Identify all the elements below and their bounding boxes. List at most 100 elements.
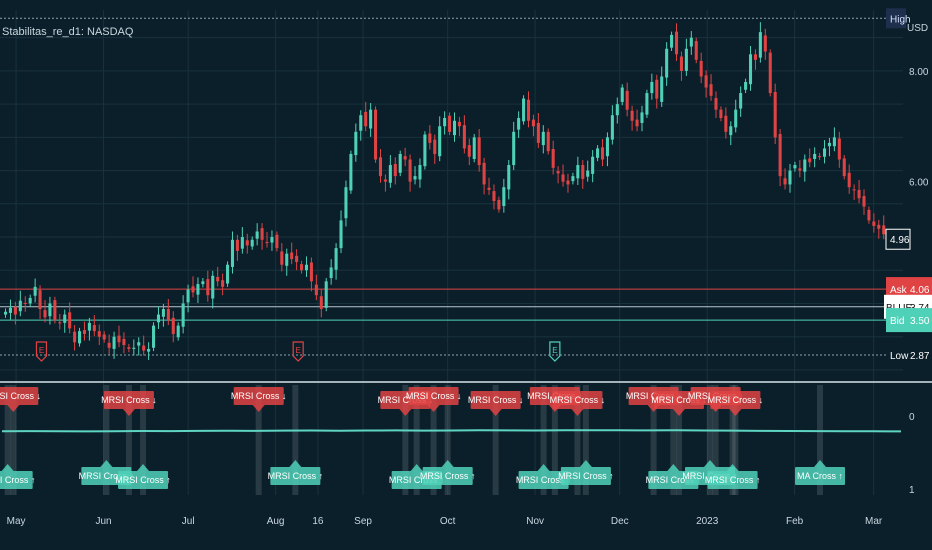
candle-body	[586, 170, 590, 177]
candle-body	[339, 220, 343, 249]
oscillator-line	[1, 429, 902, 433]
candle-body	[615, 104, 619, 116]
time-tick-label: Sep	[354, 516, 372, 527]
candle-body	[507, 165, 511, 190]
bear-signal-label: MRSI Cross ↓	[101, 395, 157, 405]
oscillator-tick-label: 0	[909, 412, 915, 423]
bear-signal-label: MRSI Cross ↓	[406, 391, 462, 401]
candle-body	[78, 331, 82, 344]
candle-body	[596, 148, 600, 158]
earnings-marker-icon[interactable]	[549, 341, 561, 362]
candle-body	[270, 237, 274, 243]
bull-signal-pointer	[814, 460, 827, 467]
candle-body	[314, 284, 318, 296]
low-label: Low	[890, 351, 909, 362]
low-price-label: 2.87	[910, 351, 930, 362]
signal-band	[103, 385, 110, 495]
candle-body	[818, 156, 822, 158]
bull-signal-label: MA Cross ↑	[797, 471, 843, 481]
candle-body	[48, 303, 52, 317]
candle-body	[457, 121, 461, 127]
candle-body	[477, 137, 481, 166]
time-tick-label: Jun	[95, 516, 111, 527]
candle-body	[487, 187, 491, 190]
candle-body	[739, 93, 743, 109]
bull-signal-pointer	[137, 464, 150, 471]
symbol-title[interactable]: Stabilitas_re_d1: NASDAQ	[2, 26, 134, 38]
candle-body	[788, 170, 792, 185]
bull-signal-bg	[560, 467, 611, 485]
signal-band	[430, 385, 437, 495]
candle-body	[240, 237, 244, 249]
candle-body	[502, 187, 506, 207]
candle-body	[842, 158, 846, 177]
bear-signal-pointer	[427, 405, 440, 412]
signal-band	[292, 385, 299, 495]
candle-body	[374, 109, 378, 160]
candle-body	[304, 264, 309, 271]
bear-signal-pointer	[399, 409, 412, 416]
candle-body	[13, 306, 17, 315]
time-tick-label: 16	[312, 516, 324, 527]
earnings-marker-icon[interactable]	[292, 341, 304, 362]
candle-body	[576, 165, 580, 179]
signal-band	[675, 385, 682, 495]
candle-body	[393, 163, 397, 177]
candle-body	[847, 172, 851, 188]
candle-body	[260, 228, 264, 240]
candle-body	[92, 325, 96, 332]
candle-body	[230, 239, 235, 267]
candle-body	[699, 60, 703, 77]
candle-body	[768, 52, 772, 94]
candle-body	[541, 131, 545, 146]
candlestick-series	[4, 22, 896, 360]
candle-body	[467, 145, 471, 157]
candle-body	[196, 284, 200, 295]
candle-body	[571, 176, 575, 182]
candle-body	[408, 159, 412, 182]
signal-band	[10, 385, 17, 495]
time-tick-label: 2023	[696, 516, 719, 527]
price-tick-label: 6.00	[909, 178, 929, 189]
candle-body	[438, 126, 442, 157]
candle-body	[734, 109, 738, 128]
candle-body	[778, 134, 782, 177]
price-tick-label: 8.00	[909, 67, 929, 78]
candle-body	[526, 99, 531, 121]
candle-body	[186, 289, 190, 303]
bear-signal-label: MRSI Cross ↓	[626, 391, 682, 401]
signal-band	[712, 385, 719, 495]
time-axis[interactable]: May Jun Jul Aug 16 Sep Oct Nov Dec 2023 Feb Mar	[7, 516, 883, 527]
low-label-bg	[886, 346, 932, 361]
bull-signal-label: MRSI Cross ↑	[705, 475, 761, 485]
candle-body	[181, 303, 185, 327]
candle-body	[82, 330, 86, 334]
candle-body	[63, 314, 67, 323]
high-price-label: High	[890, 14, 911, 25]
candle-body	[127, 347, 131, 349]
candle-body	[462, 125, 466, 149]
candle-body	[556, 171, 560, 174]
candle-body	[546, 131, 550, 152]
candle-body	[689, 37, 693, 47]
time-tick-label: Oct	[440, 516, 456, 527]
earnings-marker-icon[interactable]	[35, 341, 48, 362]
bull-signal-bg	[795, 467, 846, 485]
bull-signal-label: MRSI Cross ↑	[646, 475, 702, 485]
candle-body	[245, 240, 249, 246]
last-price-label-bg	[885, 228, 911, 250]
bull-signal-label: MRSI Cross ↑	[558, 471, 614, 481]
candle-body	[822, 148, 827, 157]
candle-body	[660, 76, 664, 102]
candle-body	[512, 131, 516, 166]
candle-body	[852, 189, 856, 191]
candle-body	[684, 48, 688, 71]
price-axis[interactable]: 8.006.00High4.96Ask4.06BLUE3.74Bid3.50Lo…	[884, 8, 932, 362]
candle-body	[482, 162, 486, 185]
signal-band	[540, 385, 547, 495]
signal-band	[729, 385, 736, 495]
time-tick-label: Nov	[526, 516, 544, 527]
candle-body	[531, 119, 535, 127]
candle-body	[704, 75, 708, 88]
